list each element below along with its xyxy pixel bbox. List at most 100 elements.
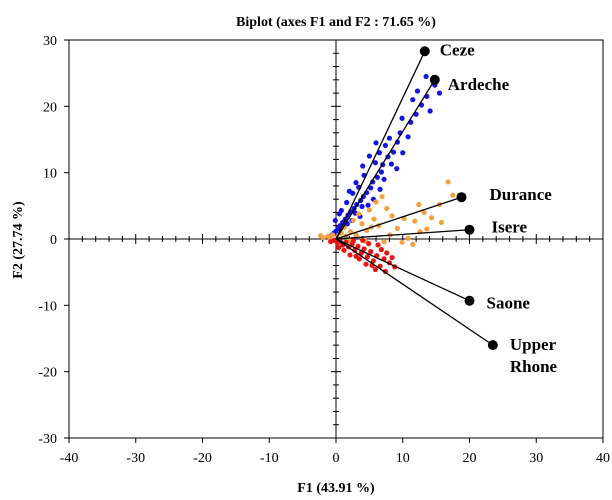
y-tick-label: 10 [43,167,57,182]
observation-point-2 [394,225,401,231]
observation-point-1 [359,203,365,210]
observation-point-2 [424,226,430,232]
chart-title: Biplot (axes F1 and F2 : 71.65 %) [236,15,436,30]
observation-point-3 [372,266,378,273]
vector-endpoint-durance [456,192,467,203]
observation-point-1 [365,202,371,208]
variable-labels: Ceze Ardeche Durance Isere Saone Upper Rhone [440,40,558,376]
observation-point-2 [445,179,451,185]
observation-point-2 [416,201,422,208]
observation-point-3 [364,254,370,260]
observation-point-1 [390,149,397,155]
observation-point-1 [414,88,421,94]
observation-point-1 [427,108,433,114]
observation-point-2 [450,192,456,198]
x-tick-label: -20 [193,451,212,466]
observation-point-3 [375,242,381,248]
y-tick-label: 20 [43,100,57,115]
observation-point-3 [341,247,347,253]
observation-point-1 [366,153,372,159]
observation-point-2 [389,213,395,219]
observation-point-2 [366,207,372,213]
observation-point-2 [373,199,379,205]
observation-point-3 [353,253,359,259]
observation-points [318,73,456,275]
observation-point-2 [356,211,362,217]
observation-point-3 [328,239,334,245]
x-tick-label: 30 [529,451,543,466]
vector-ardeche [335,79,436,240]
variable-label-upper-rhone: Upper Rhone [510,335,558,376]
vector-isere [335,229,470,240]
observation-point-3 [363,261,369,267]
observation-point-2 [379,193,385,200]
observation-point-1 [368,185,374,191]
x-tick-label: 10 [396,451,410,466]
vector-ceze [335,50,426,240]
observation-point-2 [330,232,336,238]
observation-point-1 [332,217,338,224]
observation-point-2 [318,233,324,239]
vector-endpoint-isere [464,224,475,235]
observation-point-2 [399,239,405,245]
observation-point-3 [355,243,361,249]
y-tick-label: -20 [38,366,57,381]
observation-point-3 [368,249,374,255]
y-tick-label: -10 [38,299,57,314]
observation-point-1 [410,97,416,103]
observation-point-1 [373,140,379,146]
observation-point-1 [400,150,406,156]
observation-point-2 [421,209,427,216]
observation-point-3 [389,254,395,261]
observation-point-1 [336,211,342,217]
observation-point-1 [372,160,378,166]
vector-saone [335,238,470,302]
observation-point-3 [336,245,342,251]
variable-label-ardeche: Ardeche [448,75,510,94]
y-tick-label: -30 [38,432,57,447]
y-axis-label: F2 (27.74 %) [11,201,26,279]
observation-point-2 [381,239,387,245]
vector-endpoint-upper-rhone [487,340,498,351]
x-tick-label: -10 [260,451,279,466]
x-tick-label: -30 [126,451,145,466]
observation-point-1 [353,180,359,186]
observation-point-1 [374,174,380,180]
observation-point-3 [350,238,356,244]
observation-point-3 [347,252,353,258]
y-tick-label: 0 [50,233,57,248]
variable-vectors [335,46,498,351]
observation-point-2 [384,205,390,212]
observation-point-2 [438,219,445,226]
observation-point-3 [366,241,372,247]
observation-point-1 [399,115,405,121]
observation-point-1 [394,166,400,172]
vector-endpoint-saone [464,295,475,306]
observation-point-1 [382,142,388,149]
variable-label-durance: Durance [489,185,552,204]
observation-point-1 [377,186,383,192]
observation-point-2 [371,216,377,222]
observation-point-1 [386,135,392,141]
observation-point-1 [360,163,366,169]
x-tick-label: 0 [333,451,340,466]
observation-point-1 [378,169,384,175]
observation-point-1 [346,188,352,194]
y-tick-label: 30 [43,34,57,49]
observation-point-2 [353,232,359,238]
observation-point-2 [405,235,411,241]
observation-point-2 [412,218,418,224]
observation-point-3 [384,250,390,256]
vector-endpoint-ceze [419,46,430,57]
vector-durance [335,196,462,240]
x-tick-label: 40 [596,451,610,466]
observation-point-1 [344,199,350,206]
observation-point-1 [388,161,395,167]
observation-point-1 [394,139,401,145]
observation-point-3 [378,247,384,253]
x-axis-label: F1 (43.91 %) [297,481,375,496]
observation-point-3 [370,258,376,264]
